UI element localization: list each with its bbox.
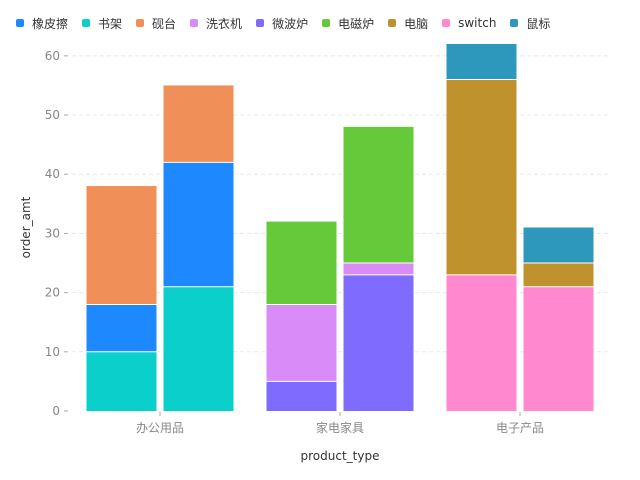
legend: 橡皮擦 书架 砚台 洗衣机 微波炉 电磁炉 电脑 switch 鼠标 [16, 14, 564, 32]
legend-item[interactable]: 电磁炉 [322, 15, 374, 32]
legend-item[interactable]: 鼠标 [510, 15, 550, 32]
legend-swatch [442, 19, 451, 27]
y-tick-label: 10 [45, 345, 60, 359]
y-tick-label: 30 [45, 226, 60, 240]
legend-label: 鼠标 [526, 16, 551, 31]
bar-segment[interactable] [266, 381, 337, 411]
x-tick-label: 家电家具 [316, 420, 364, 435]
legend-swatch [322, 19, 331, 27]
legend-swatch [388, 19, 397, 27]
bar-segment[interactable] [523, 286, 594, 411]
legend-label: 微波炉 [272, 16, 309, 31]
y-tick-label: 0 [52, 404, 60, 418]
legend-swatch [16, 19, 24, 27]
bar-segment[interactable] [343, 263, 414, 275]
bar-segment[interactable] [266, 221, 337, 305]
bar-segment[interactable] [446, 44, 517, 80]
legend-item[interactable]: 微波炉 [256, 15, 308, 32]
bar-segment[interactable] [446, 274, 517, 411]
legend-label: 洗衣机 [206, 16, 243, 31]
legend-swatch [190, 19, 199, 27]
bar-segment[interactable] [86, 304, 157, 352]
x-tick-label: 办公用品 [136, 420, 184, 435]
legend-swatch [510, 19, 519, 27]
bar-segment[interactable] [86, 186, 157, 305]
y-tick-label: 60 [45, 49, 60, 63]
bar-segment[interactable] [163, 162, 234, 287]
legend-label: 橡皮擦 [32, 16, 69, 31]
legend-swatch [82, 19, 91, 27]
bar-segment[interactable] [343, 126, 414, 264]
y-tick-label: 40 [45, 167, 60, 181]
legend-item[interactable]: 橡皮擦 [16, 15, 68, 32]
bar-segment[interactable] [86, 351, 157, 411]
x-tick-label: 电子产品 [496, 421, 544, 435]
legend-label: 电脑 [404, 16, 429, 31]
bar-segment[interactable] [163, 286, 234, 411]
bar-segment[interactable] [523, 263, 594, 287]
legend-label: 书架 [98, 16, 123, 31]
legend-label: 砚台 [152, 16, 177, 31]
bar-segment[interactable] [343, 274, 414, 411]
legend-swatch [136, 19, 145, 27]
legend-item[interactable]: 电脑 [388, 15, 428, 32]
legend-item[interactable]: switch [442, 16, 496, 30]
legend-item[interactable]: 书架 [82, 15, 122, 32]
legend-label: 电磁炉 [338, 16, 375, 31]
y-tick-label: 20 [45, 286, 60, 300]
bar-segment[interactable] [163, 85, 234, 163]
legend-item[interactable]: 砚台 [136, 15, 176, 32]
bar-segment[interactable] [523, 227, 594, 264]
bar-segment[interactable] [446, 79, 517, 275]
x-axis-title: product_type [301, 449, 380, 463]
legend-label: switch [458, 16, 497, 30]
y-axis-title: order_amt [19, 196, 33, 258]
legend-swatch [256, 19, 265, 27]
y-tick-label: 50 [45, 108, 60, 122]
bar-segment[interactable] [266, 304, 337, 382]
legend-item[interactable]: 洗衣机 [190, 15, 242, 32]
